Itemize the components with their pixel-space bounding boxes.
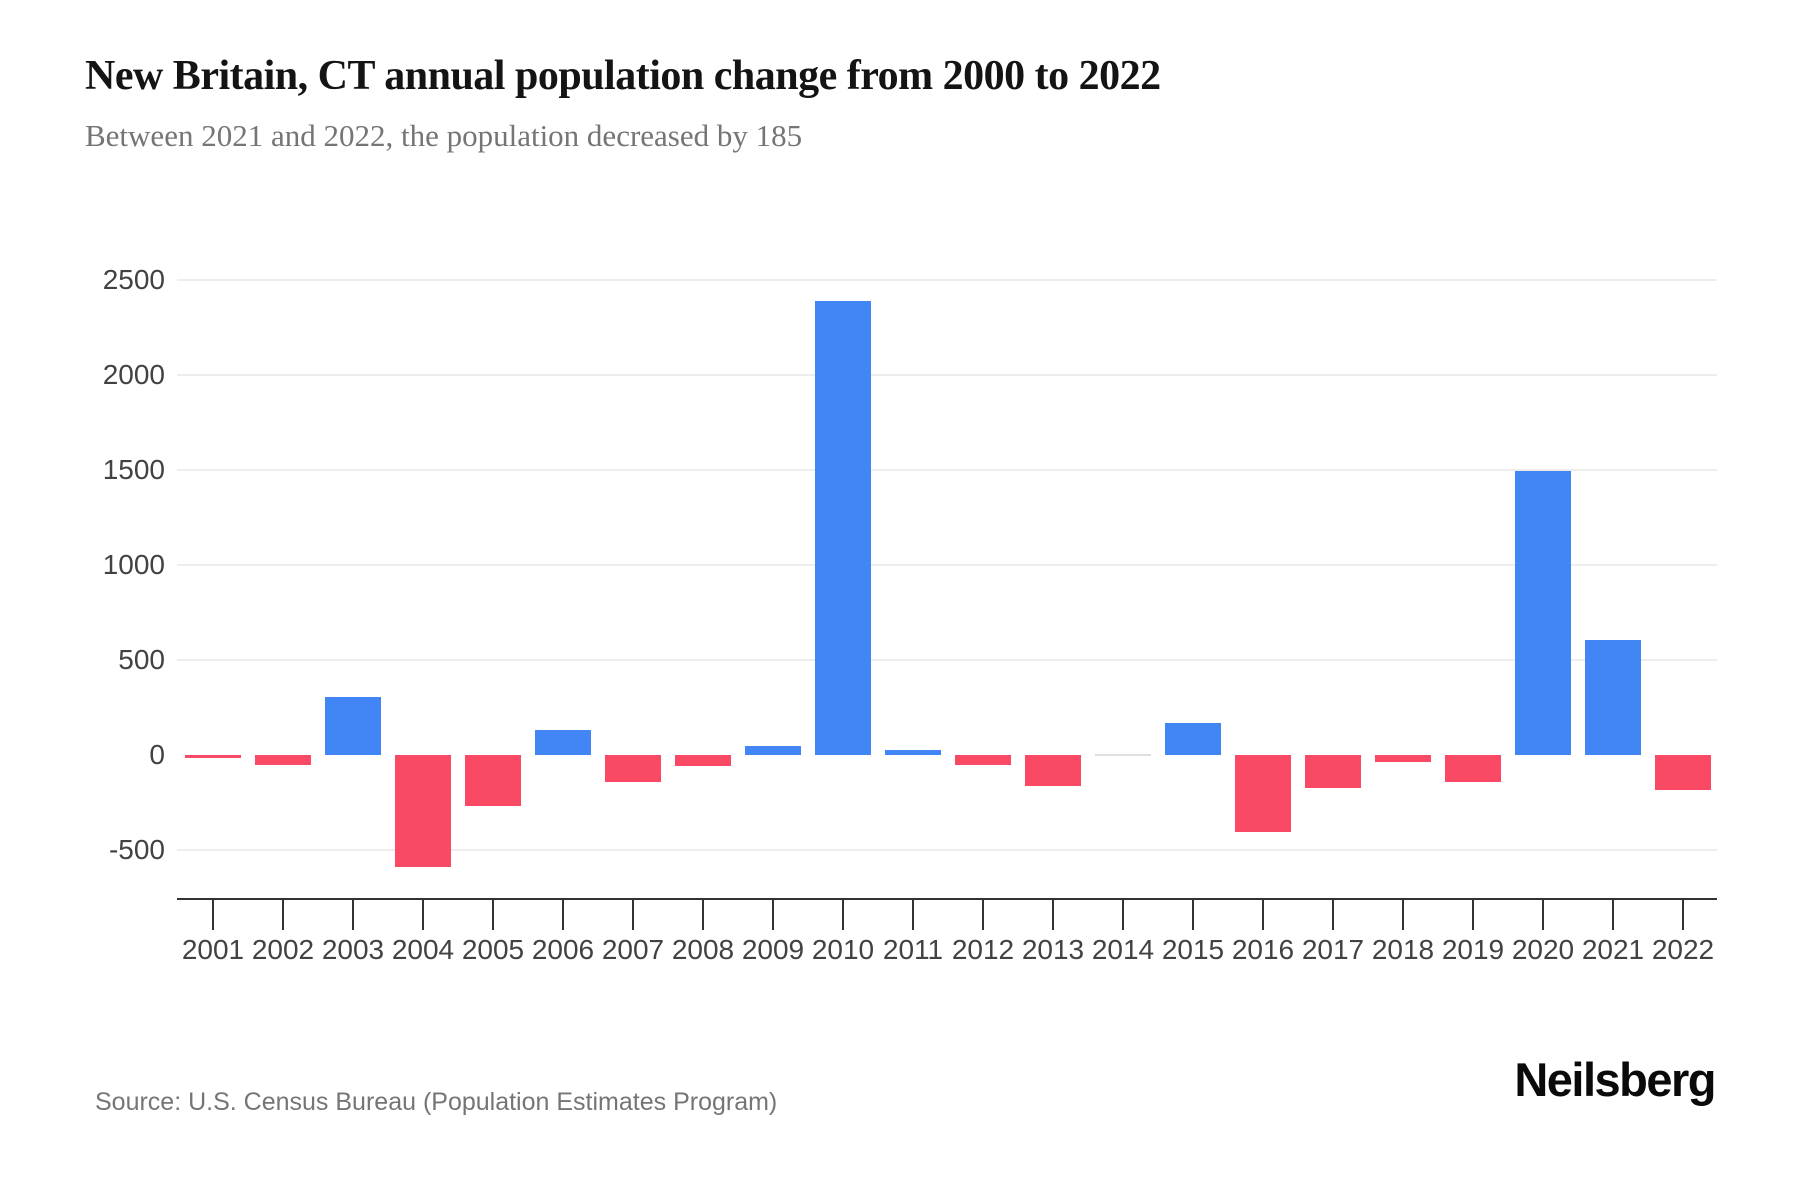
x-axis-tick [1682,898,1684,930]
bar-2004 [395,755,451,868]
bar-2007 [605,755,661,782]
bar-2002 [255,755,311,766]
x-axis-tick-label: 2005 [461,934,525,965]
bar-2021 [1585,640,1641,755]
x-axis-line [177,898,1717,900]
x-axis-tick-label: 2017 [1301,934,1365,965]
bar-2006 [535,730,591,755]
x-axis-tick-label: 2008 [671,934,735,965]
y-axis-tick-label: 1000 [102,549,165,580]
y-gridline [177,659,1717,661]
y-axis-tick-label: -500 [108,834,165,865]
bar-2014 [1095,754,1151,756]
bar-2020 [1515,470,1571,755]
x-axis-tick [772,898,774,930]
bar-2010 [815,300,871,755]
x-axis-tick [1542,898,1544,930]
x-axis-tick [352,898,354,930]
x-axis-tick-label: 2003 [321,934,385,965]
y-axis-tick-label: 1500 [102,454,165,485]
y-axis-tick-label: 2500 [102,264,165,295]
x-axis-tick-label: 2015 [1161,934,1225,965]
x-axis-tick-label: 2007 [601,934,665,965]
x-axis-tick-label: 2001 [181,934,245,965]
y-gridline [177,849,1717,851]
bar-2011 [885,750,941,755]
brand-logo: Neilsberg [1514,1053,1716,1106]
x-axis-tick [702,898,704,930]
x-axis-tick-label: 2020 [1511,934,1575,965]
bar-2017 [1305,755,1361,789]
bar-2018 [1375,755,1431,762]
bar-2009 [745,745,801,755]
x-axis-tick-label: 2012 [951,934,1015,965]
y-gridline [177,374,1717,376]
page-subtitle: Between 2021 and 2022, the population de… [85,118,803,153]
x-axis-tick [1052,898,1054,930]
y-gridline [177,469,1717,471]
x-axis-tick-label: 2004 [391,934,455,965]
y-axis-tick-label: 0 [149,739,165,770]
bar-2019 [1445,755,1501,782]
x-axis-tick-label: 2010 [811,934,875,965]
x-axis-tick [492,898,494,930]
x-axis-tick [282,898,284,930]
x-axis-tick-label: 2013 [1021,934,1085,965]
x-axis-tick-label: 2009 [741,934,805,965]
x-axis-tick [1472,898,1474,930]
bar-2013 [1025,755,1081,787]
bar-2005 [465,755,521,807]
bar-2008 [675,755,731,767]
y-axis-tick-label: 2000 [102,359,165,390]
x-axis-tick-label: 2002 [251,934,315,965]
x-axis-tick [422,898,424,930]
x-axis-tick [1262,898,1264,930]
bar-2012 [955,755,1011,765]
x-axis-tick-label: 2018 [1371,934,1435,965]
x-axis-tick-label: 2016 [1231,934,1295,965]
x-axis-tick-label: 2021 [1581,934,1645,965]
bar-2015 [1165,722,1221,755]
x-axis-tick [1612,898,1614,930]
y-gridline [177,279,1717,281]
bar-2003 [325,697,381,755]
x-axis-tick [1122,898,1124,930]
source-text: Source: U.S. Census Bureau (Population E… [95,1088,778,1116]
x-axis-tick-label: 2022 [1651,934,1715,965]
x-axis-tick [842,898,844,930]
page-title: New Britain, CT annual population change… [85,53,1161,99]
bar-2022 [1655,755,1711,791]
y-gridline [177,564,1717,566]
x-axis-tick [562,898,564,930]
bar-2001 [185,755,241,758]
x-axis-tick [1332,898,1334,930]
x-axis-tick-label: 2011 [882,934,944,965]
x-axis-tick [1192,898,1194,930]
x-axis-tick [912,898,914,930]
x-axis-tick [1402,898,1404,930]
x-axis-tick [982,898,984,930]
x-axis-tick-label: 2019 [1441,934,1505,965]
bar-chart: 2500 2000 1500 1000 500 0 -500 2001 2002 2003 2004… [0,220,1800,965]
x-axis-tick [632,898,634,930]
x-axis-tick-label: 2014 [1091,934,1155,965]
x-axis-tick [212,898,214,930]
x-axis-tick-label: 2006 [531,934,595,965]
y-axis-tick-label: 500 [118,644,165,675]
bar-2016 [1235,755,1291,832]
